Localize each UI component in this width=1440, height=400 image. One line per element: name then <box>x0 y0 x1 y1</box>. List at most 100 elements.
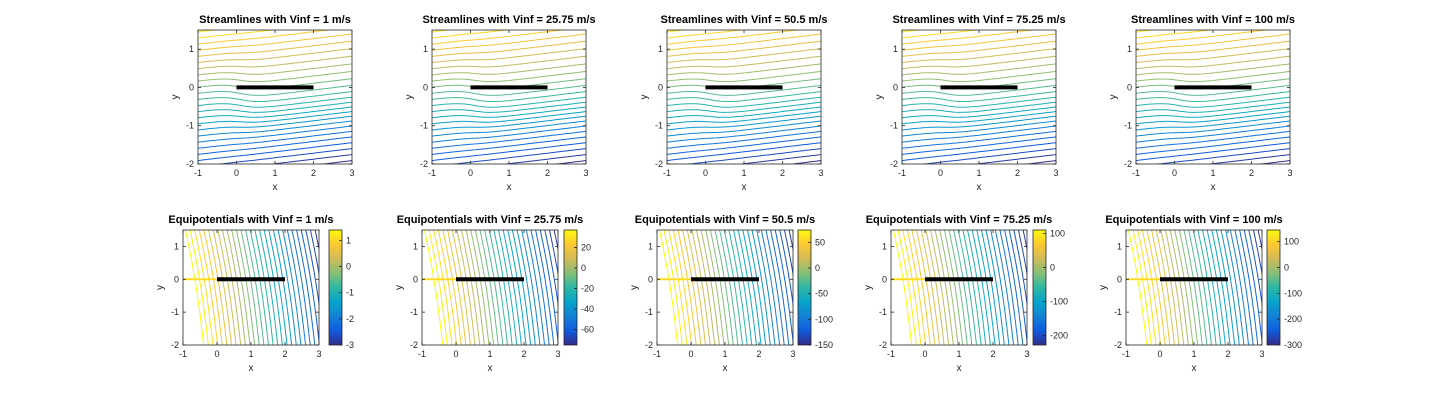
streamline <box>198 33 352 51</box>
x-axis-label: x <box>977 182 982 193</box>
equipotential-line <box>1211 230 1231 345</box>
x-tick-label: 1 <box>722 349 727 359</box>
colorbar-tick-label: -2 <box>346 314 354 324</box>
equipotential-line <box>433 230 453 345</box>
equipotential-line <box>423 230 444 345</box>
streamline <box>902 130 1056 149</box>
x-axis-label: x <box>1192 363 1197 374</box>
y-tick-label: -2 <box>410 340 418 350</box>
colorbar-scale <box>563 229 578 346</box>
streamline <box>902 48 1056 64</box>
equipotential-line <box>658 230 679 345</box>
x-tick-label: 1 <box>956 349 961 359</box>
x-tick-label: 0 <box>453 349 458 359</box>
equipotential-line <box>1137 230 1157 345</box>
plot-title: Equipotentials with Vinf = 25.75 m/s <box>397 214 584 226</box>
plot-title: Equipotentials with Vinf = 100 m/s <box>1105 214 1282 226</box>
streamline <box>667 30 745 39</box>
streamline <box>432 48 586 64</box>
streamline <box>432 136 586 155</box>
equipotential-line <box>249 230 269 345</box>
streamline <box>432 101 586 113</box>
equipotential-line <box>1008 230 1027 345</box>
equipotential-line <box>1243 230 1262 345</box>
colorbar-tick-label: -100 <box>1050 296 1068 306</box>
equipotential-line <box>677 230 697 345</box>
y-tick-label: 0 <box>658 82 663 92</box>
streamline <box>198 106 352 119</box>
equipotential-line <box>184 230 205 345</box>
equipotential-line <box>254 230 274 345</box>
equipotential-line <box>1160 230 1180 345</box>
y-tick-label: -2 <box>1124 159 1132 169</box>
equipotential-line <box>474 230 495 345</box>
plot-title: Streamlines with Vinf = 100 m/s <box>1131 14 1295 26</box>
equipotential-line <box>502 230 522 345</box>
equipotential-line <box>1253 230 1262 277</box>
x-axis-label: x <box>507 182 512 193</box>
equipotential-line <box>272 230 293 345</box>
x-axis-label: x <box>249 363 254 374</box>
equipotential-line <box>897 230 917 345</box>
equipotential-line <box>442 230 462 345</box>
colorbar-scale <box>328 229 343 346</box>
x-tick-label: -1 <box>663 168 671 178</box>
equipotential-line <box>1229 230 1250 345</box>
colorbar: 100 0 -100 -200 -300 <box>1266 229 1302 350</box>
equipotential-line <box>1197 230 1217 345</box>
x-tick-label: 1 <box>506 168 511 178</box>
equipotential-line <box>971 230 991 345</box>
x-tick-label: -1 <box>1122 349 1130 359</box>
colorbar-scale <box>1032 229 1047 346</box>
streamline <box>198 63 352 76</box>
equipotential-line <box>774 230 793 345</box>
y-tick-label: 1 <box>658 44 663 54</box>
streamline <box>432 40 586 57</box>
x-tick-label: 3 <box>1259 349 1264 359</box>
streamline <box>667 70 821 83</box>
streamline <box>667 136 821 155</box>
y-tick-label: 0 <box>423 82 428 92</box>
colorbar-tick-label: -200 <box>1284 314 1302 324</box>
streamline <box>432 55 586 70</box>
y-tick-label: 1 <box>1117 241 1122 251</box>
streamline <box>667 106 821 119</box>
equipotential-line <box>1169 230 1189 345</box>
equipotential-line <box>709 230 730 345</box>
x-tick-label: 3 <box>1024 349 1029 359</box>
y-tick-label: 1 <box>893 44 898 54</box>
colorbar-tick-label: -300 <box>1284 340 1302 350</box>
equipotential-line <box>259 230 279 345</box>
equipotential-line <box>296 230 316 345</box>
equipotential-line <box>198 230 219 345</box>
y-tick-label: 0 <box>893 82 898 92</box>
equipotential-line <box>925 230 945 345</box>
equipotential-line <box>948 230 968 345</box>
colorbar-tick-label: -100 <box>815 314 833 324</box>
y-axis-label: y <box>863 285 874 290</box>
y-tick-label: -2 <box>420 159 428 169</box>
y-tick-label: 1 <box>423 44 428 54</box>
streamline <box>902 33 1056 51</box>
x-tick-label: 2 <box>521 349 526 359</box>
streamline <box>1136 142 1290 162</box>
streamline <box>667 115 821 131</box>
x-tick-label: -1 <box>428 168 436 178</box>
streamline <box>198 84 352 96</box>
colorbar-tick-label: 1 <box>346 235 351 245</box>
streamline <box>902 142 1056 162</box>
streamline <box>1136 125 1290 143</box>
colorbar-tick-label: 0 <box>581 263 586 273</box>
equipotential-line <box>719 230 739 345</box>
y-tick-label: 1 <box>882 241 887 251</box>
equipotential-line <box>742 230 762 345</box>
equipotential-line <box>1132 230 1152 345</box>
equipotential-line <box>1141 230 1162 345</box>
equipotential-line <box>976 230 996 345</box>
y-tick-label: 0 <box>174 274 179 284</box>
equipotential-line <box>1155 230 1175 345</box>
